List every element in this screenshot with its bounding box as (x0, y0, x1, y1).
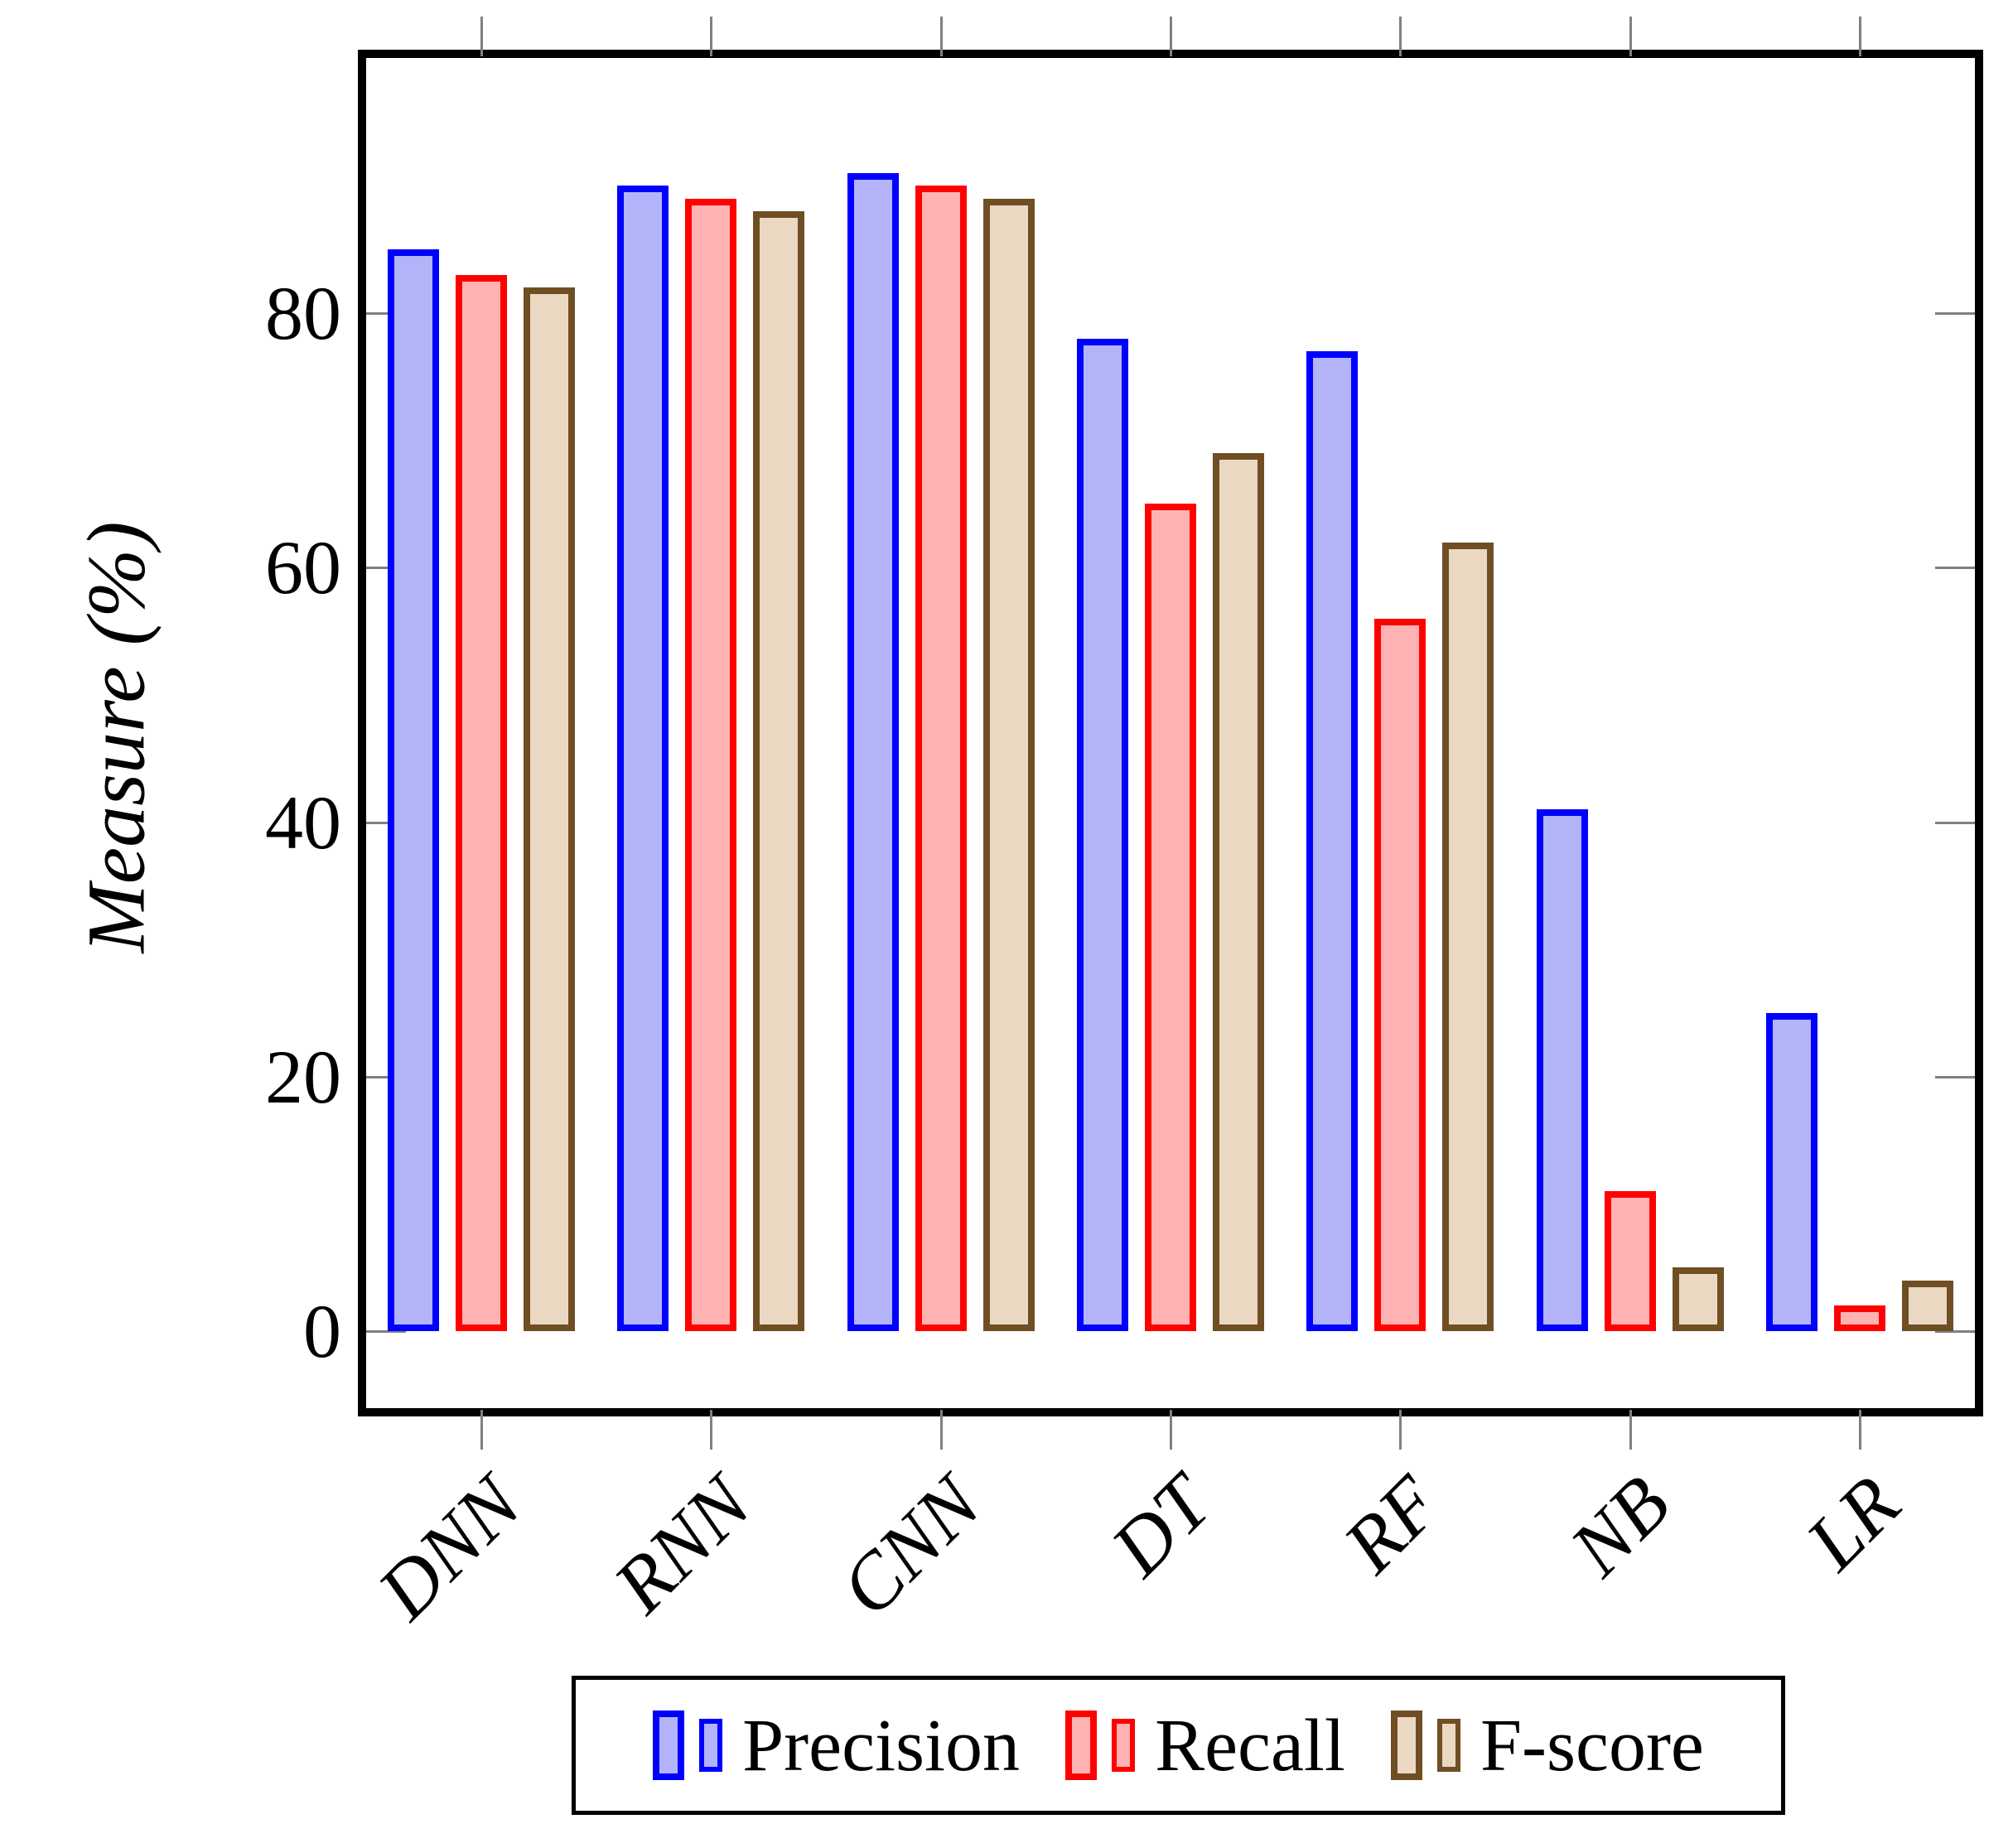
y-tick-40-right (1935, 821, 1975, 824)
x-tick-top-DT (1170, 17, 1172, 56)
legend-swatch-tall-recall (1065, 1710, 1098, 1780)
bar-NB-f-score (1672, 1267, 1724, 1331)
x-tick-label-DNN: DNN (361, 1459, 538, 1636)
bar-RNN-precision (617, 186, 669, 1331)
x-tick-label-NB: NB (1553, 1459, 1687, 1593)
x-tick-top-RNN (710, 17, 713, 56)
x-tick-bottom-CNN (939, 1410, 943, 1450)
legend-entry-precision: Precision (653, 1703, 1020, 1788)
y-tick-20-right (1935, 1075, 1975, 1078)
x-tick-bottom-DNN (480, 1410, 483, 1450)
x-tick-top-RF (1399, 17, 1402, 56)
y-tick-80-left (366, 312, 406, 315)
x-tick-top-LR (1859, 17, 1862, 56)
x-tick-bottom-RF (1399, 1410, 1402, 1450)
x-tick-label-RNN: RNN (596, 1459, 768, 1630)
legend-label-f-score: F-score (1480, 1704, 1704, 1787)
x-tick-label-LR: LR (1789, 1459, 1917, 1586)
bar-DNN-recall (455, 274, 507, 1331)
bar-RF-precision (1306, 351, 1359, 1331)
legend-swatch-tall-precision (653, 1710, 685, 1780)
bar-CNN-precision (847, 173, 899, 1331)
bar-DT-precision (1077, 338, 1128, 1331)
x-tick-bottom-LR (1859, 1410, 1862, 1450)
bar-RNN-f-score (753, 211, 805, 1331)
bar-DNN-precision (387, 249, 439, 1331)
y-tick-label-40: 40 (265, 779, 341, 865)
bar-CNN-recall (915, 186, 967, 1331)
y-tick-label-20: 20 (265, 1034, 341, 1119)
y-axis-title: Measure (%) (70, 521, 162, 953)
legend-label-recall: Recall (1155, 1704, 1345, 1787)
y-tick-80-right (1935, 312, 1975, 315)
bar-RNN-recall (685, 198, 737, 1331)
bar-DNN-f-score (523, 287, 575, 1331)
y-tick-20-left (366, 1075, 406, 1078)
bar-RF-f-score (1442, 542, 1494, 1331)
legend-entry-recall: Recall (1065, 1703, 1345, 1788)
legend-swatch-short-precision (699, 1719, 723, 1772)
legend: Precision Recall F-score (572, 1676, 1785, 1815)
y-tick-0-right (1935, 1330, 1975, 1333)
x-tick-label-RF: RF (1326, 1459, 1457, 1590)
legend-swatch-tall-f-score (1390, 1710, 1422, 1780)
x-tick-top-DNN (480, 17, 483, 56)
legend-swatch-short-recall (1112, 1719, 1136, 1772)
y-tick-label-60: 60 (265, 525, 341, 610)
y-tick-40-left (366, 821, 406, 824)
x-tick-label-DT: DT (1093, 1459, 1228, 1593)
bar-DT-recall (1145, 504, 1196, 1331)
y-tick-0-left (366, 1330, 406, 1333)
y-tick-60-right (1935, 567, 1975, 570)
bar-CNN-f-score (982, 198, 1035, 1331)
bar-RF-recall (1374, 618, 1426, 1331)
y-tick-label-0: 0 (303, 1289, 341, 1373)
x-tick-top-CNN (939, 17, 943, 56)
bar-DT-f-score (1213, 453, 1264, 1331)
x-tick-label-CNN: CNN (823, 1459, 997, 1633)
x-tick-bottom-DT (1170, 1410, 1172, 1450)
legend-label-precision: Precision (742, 1704, 1021, 1787)
x-tick-bottom-RNN (710, 1410, 713, 1450)
y-tick-label-80: 80 (265, 271, 341, 355)
bar-NB-recall (1604, 1191, 1656, 1331)
plot-area (358, 50, 1983, 1416)
x-tick-bottom-NB (1629, 1410, 1632, 1450)
bar-LR-precision (1766, 1012, 1818, 1331)
x-tick-top-NB (1629, 17, 1632, 56)
bar-LR-recall (1834, 1305, 1886, 1331)
bar-NB-precision (1536, 809, 1588, 1331)
y-tick-60-left (366, 567, 406, 570)
legend-entry-f-score: F-score (1390, 1703, 1704, 1788)
bar-LR-f-score (1902, 1280, 1954, 1331)
legend-swatch-short-f-score (1436, 1719, 1460, 1772)
